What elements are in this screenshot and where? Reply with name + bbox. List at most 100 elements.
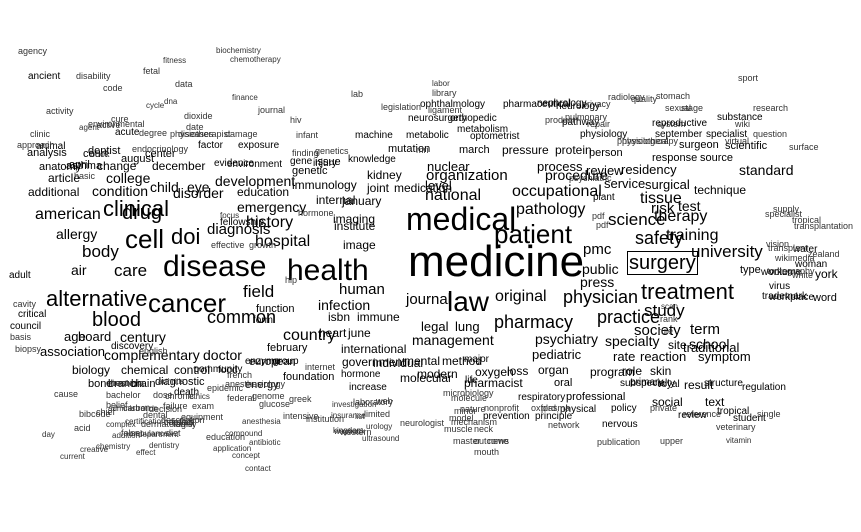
word-reproductive: reproductive [652, 119, 707, 129]
word-machine: machine [355, 131, 393, 141]
word-major: major [464, 355, 489, 365]
word-greek: greek [289, 395, 312, 404]
word-specialty: specialty [605, 334, 659, 348]
word-council: council [10, 322, 41, 332]
word-air: air [71, 263, 87, 277]
word-hiv: hiv [290, 116, 302, 125]
word-foundation: foundation [283, 372, 334, 383]
word-virtual: virtual [725, 137, 749, 146]
word-environmental: environmental [88, 120, 145, 129]
word-repair: repair [587, 120, 610, 129]
word-federal: federal [227, 394, 255, 403]
word-fitness: fitness [163, 57, 186, 65]
word-private: private [650, 404, 677, 413]
word-disease: disease [163, 252, 266, 282]
word-life: life [465, 376, 478, 386]
word-august: august [121, 154, 154, 165]
word-source: source [700, 153, 733, 164]
word-blood: blood [92, 310, 141, 330]
word-biology: biology [72, 364, 110, 376]
word-white: white [792, 271, 813, 280]
word-institution: institution [306, 415, 344, 424]
word-journal: journal [406, 292, 451, 307]
word-current: current [60, 453, 85, 461]
word-december: december [152, 160, 205, 172]
word-image: image [343, 239, 376, 251]
word-research: research [753, 104, 788, 113]
word-pmc: pmc [583, 242, 611, 257]
word-book: book [90, 150, 110, 159]
word-transplant: transplant [768, 244, 808, 253]
word-american: american [35, 207, 101, 223]
word-failure: failure [163, 402, 188, 411]
word-wiki: wiki [735, 120, 750, 129]
word-sport: sport [738, 74, 758, 83]
word-ancient: ancient [28, 72, 60, 82]
word-adult: adult [9, 271, 31, 281]
word-question: question [753, 130, 787, 139]
word-surgical: surgical [645, 178, 690, 191]
word-patient: patient [494, 221, 572, 247]
word-joint: joint [367, 182, 389, 194]
word-dna: dna [164, 98, 177, 106]
word-focus: focus [220, 212, 239, 220]
word-kidney: kidney [367, 169, 402, 181]
word-training: training [666, 228, 718, 244]
word-acid: acid [74, 424, 91, 433]
word-network: network [548, 421, 580, 430]
word-regulation: regulation [742, 383, 786, 393]
word-metabolic: metabolic [406, 131, 449, 141]
word-dioxide: dioxide [184, 112, 213, 121]
word-site: site [668, 339, 687, 351]
word-emergency: emergency [237, 200, 306, 214]
word-skin: skin [650, 365, 671, 377]
word-veterinary: veterinary [716, 423, 756, 432]
word-effective: effective [211, 241, 244, 250]
word-antibiotic: antibiotic [249, 439, 281, 447]
word-group: group [273, 357, 299, 367]
word-gene: gene [290, 157, 312, 167]
word-legislation: legislation [381, 103, 421, 112]
word-dentistry: dentistry [149, 442, 179, 450]
word-professional: professional [566, 392, 625, 403]
word-heart: heart [319, 327, 346, 339]
word-cell: cell [125, 226, 164, 252]
word-ethics: ethics [189, 393, 210, 401]
word-process: process [537, 160, 583, 173]
word-oxford: oxford [531, 404, 556, 413]
word-finding: finding [292, 149, 319, 158]
word-surgeon: surgeon [679, 140, 719, 151]
word-hormone: hormone [341, 370, 380, 380]
word-law: law [447, 288, 489, 316]
word-pharmaceutical: pharmaceutical [503, 100, 571, 110]
word-response: response [652, 153, 697, 164]
word-zealand: zealand [808, 250, 840, 259]
word-reference: reference [683, 410, 721, 419]
word-master: master [453, 437, 481, 446]
word-exposure: exposure [238, 141, 279, 151]
word-rank: rank [660, 315, 678, 324]
word-data: data [175, 80, 193, 89]
word-risk: risk [651, 201, 674, 216]
word-pressure: pressure [502, 144, 549, 156]
word-condition: condition [92, 184, 148, 198]
word-pediatric: pediatric [532, 348, 581, 361]
word-cavity: cavity [13, 300, 36, 309]
word-supply: supply [773, 205, 799, 214]
word-mechanism: mechanism [451, 418, 497, 427]
word-human: human [339, 282, 385, 297]
word-basic: basic [74, 172, 95, 181]
word-clinical: clinical [103, 198, 169, 220]
word-association: association [40, 345, 105, 358]
word-medication: medication [394, 182, 452, 194]
word-news: news [488, 437, 509, 446]
word-environment: environment [227, 160, 282, 170]
word-anesthesiology: anesthesiology [225, 380, 285, 389]
word-genetics: genetics [315, 147, 349, 156]
word-allergy: allergy [56, 227, 97, 241]
word-factor: factor [198, 141, 223, 151]
word-nuclear: nuclear [427, 160, 470, 173]
word-growth: growth [249, 241, 276, 250]
word-loss: loss [507, 365, 528, 377]
